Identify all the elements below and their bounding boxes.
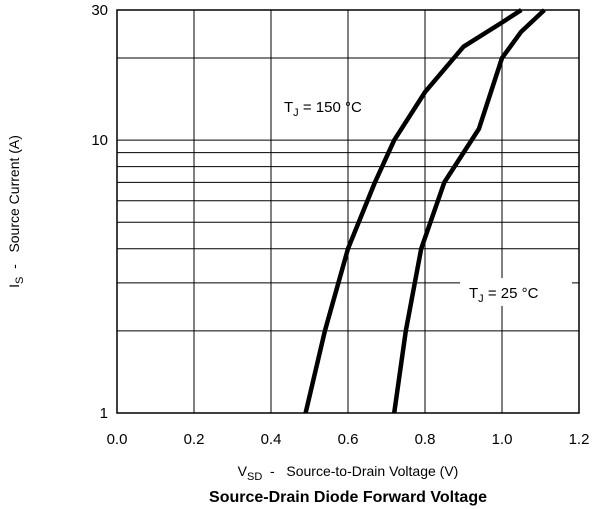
x-tick-label: 0.0 bbox=[107, 431, 128, 448]
x-axis-title: VSD - Source-to-Drain Voltage (V) bbox=[238, 463, 459, 483]
x-tick-label: 1.0 bbox=[492, 431, 513, 448]
series-line-25c bbox=[391, 8, 546, 414]
tick-label-layer: 0.0 0.2 0.4 0.6 0.8 1.0 1.2 1 10 30 bbox=[91, 2, 589, 448]
x-tick-label: 0.2 bbox=[184, 431, 205, 448]
y-tick-label: 1 bbox=[100, 405, 108, 422]
series-label-25c: TJ = 25 °C bbox=[469, 285, 539, 305]
y-tick-label: 10 bbox=[91, 132, 108, 149]
grid-layer bbox=[117, 10, 579, 413]
series-layer bbox=[303, 8, 546, 414]
series-line-150c bbox=[303, 8, 523, 414]
plot-frame bbox=[116, 9, 580, 414]
chart-title: Source-Drain Diode Forward Voltage bbox=[209, 489, 487, 506]
x-tick-label: 1.2 bbox=[569, 431, 590, 448]
y-axis-title: IS - Source Current (A) bbox=[6, 135, 26, 288]
x-tick-label: 0.4 bbox=[261, 431, 282, 448]
series-label-background-25c bbox=[460, 278, 572, 306]
y-tick-label: 30 bbox=[91, 2, 108, 19]
x-tick-label: 0.6 bbox=[338, 431, 359, 448]
series-label-150c: TJ = 150 °C bbox=[284, 99, 362, 119]
x-tick-label: 0.8 bbox=[415, 431, 436, 448]
